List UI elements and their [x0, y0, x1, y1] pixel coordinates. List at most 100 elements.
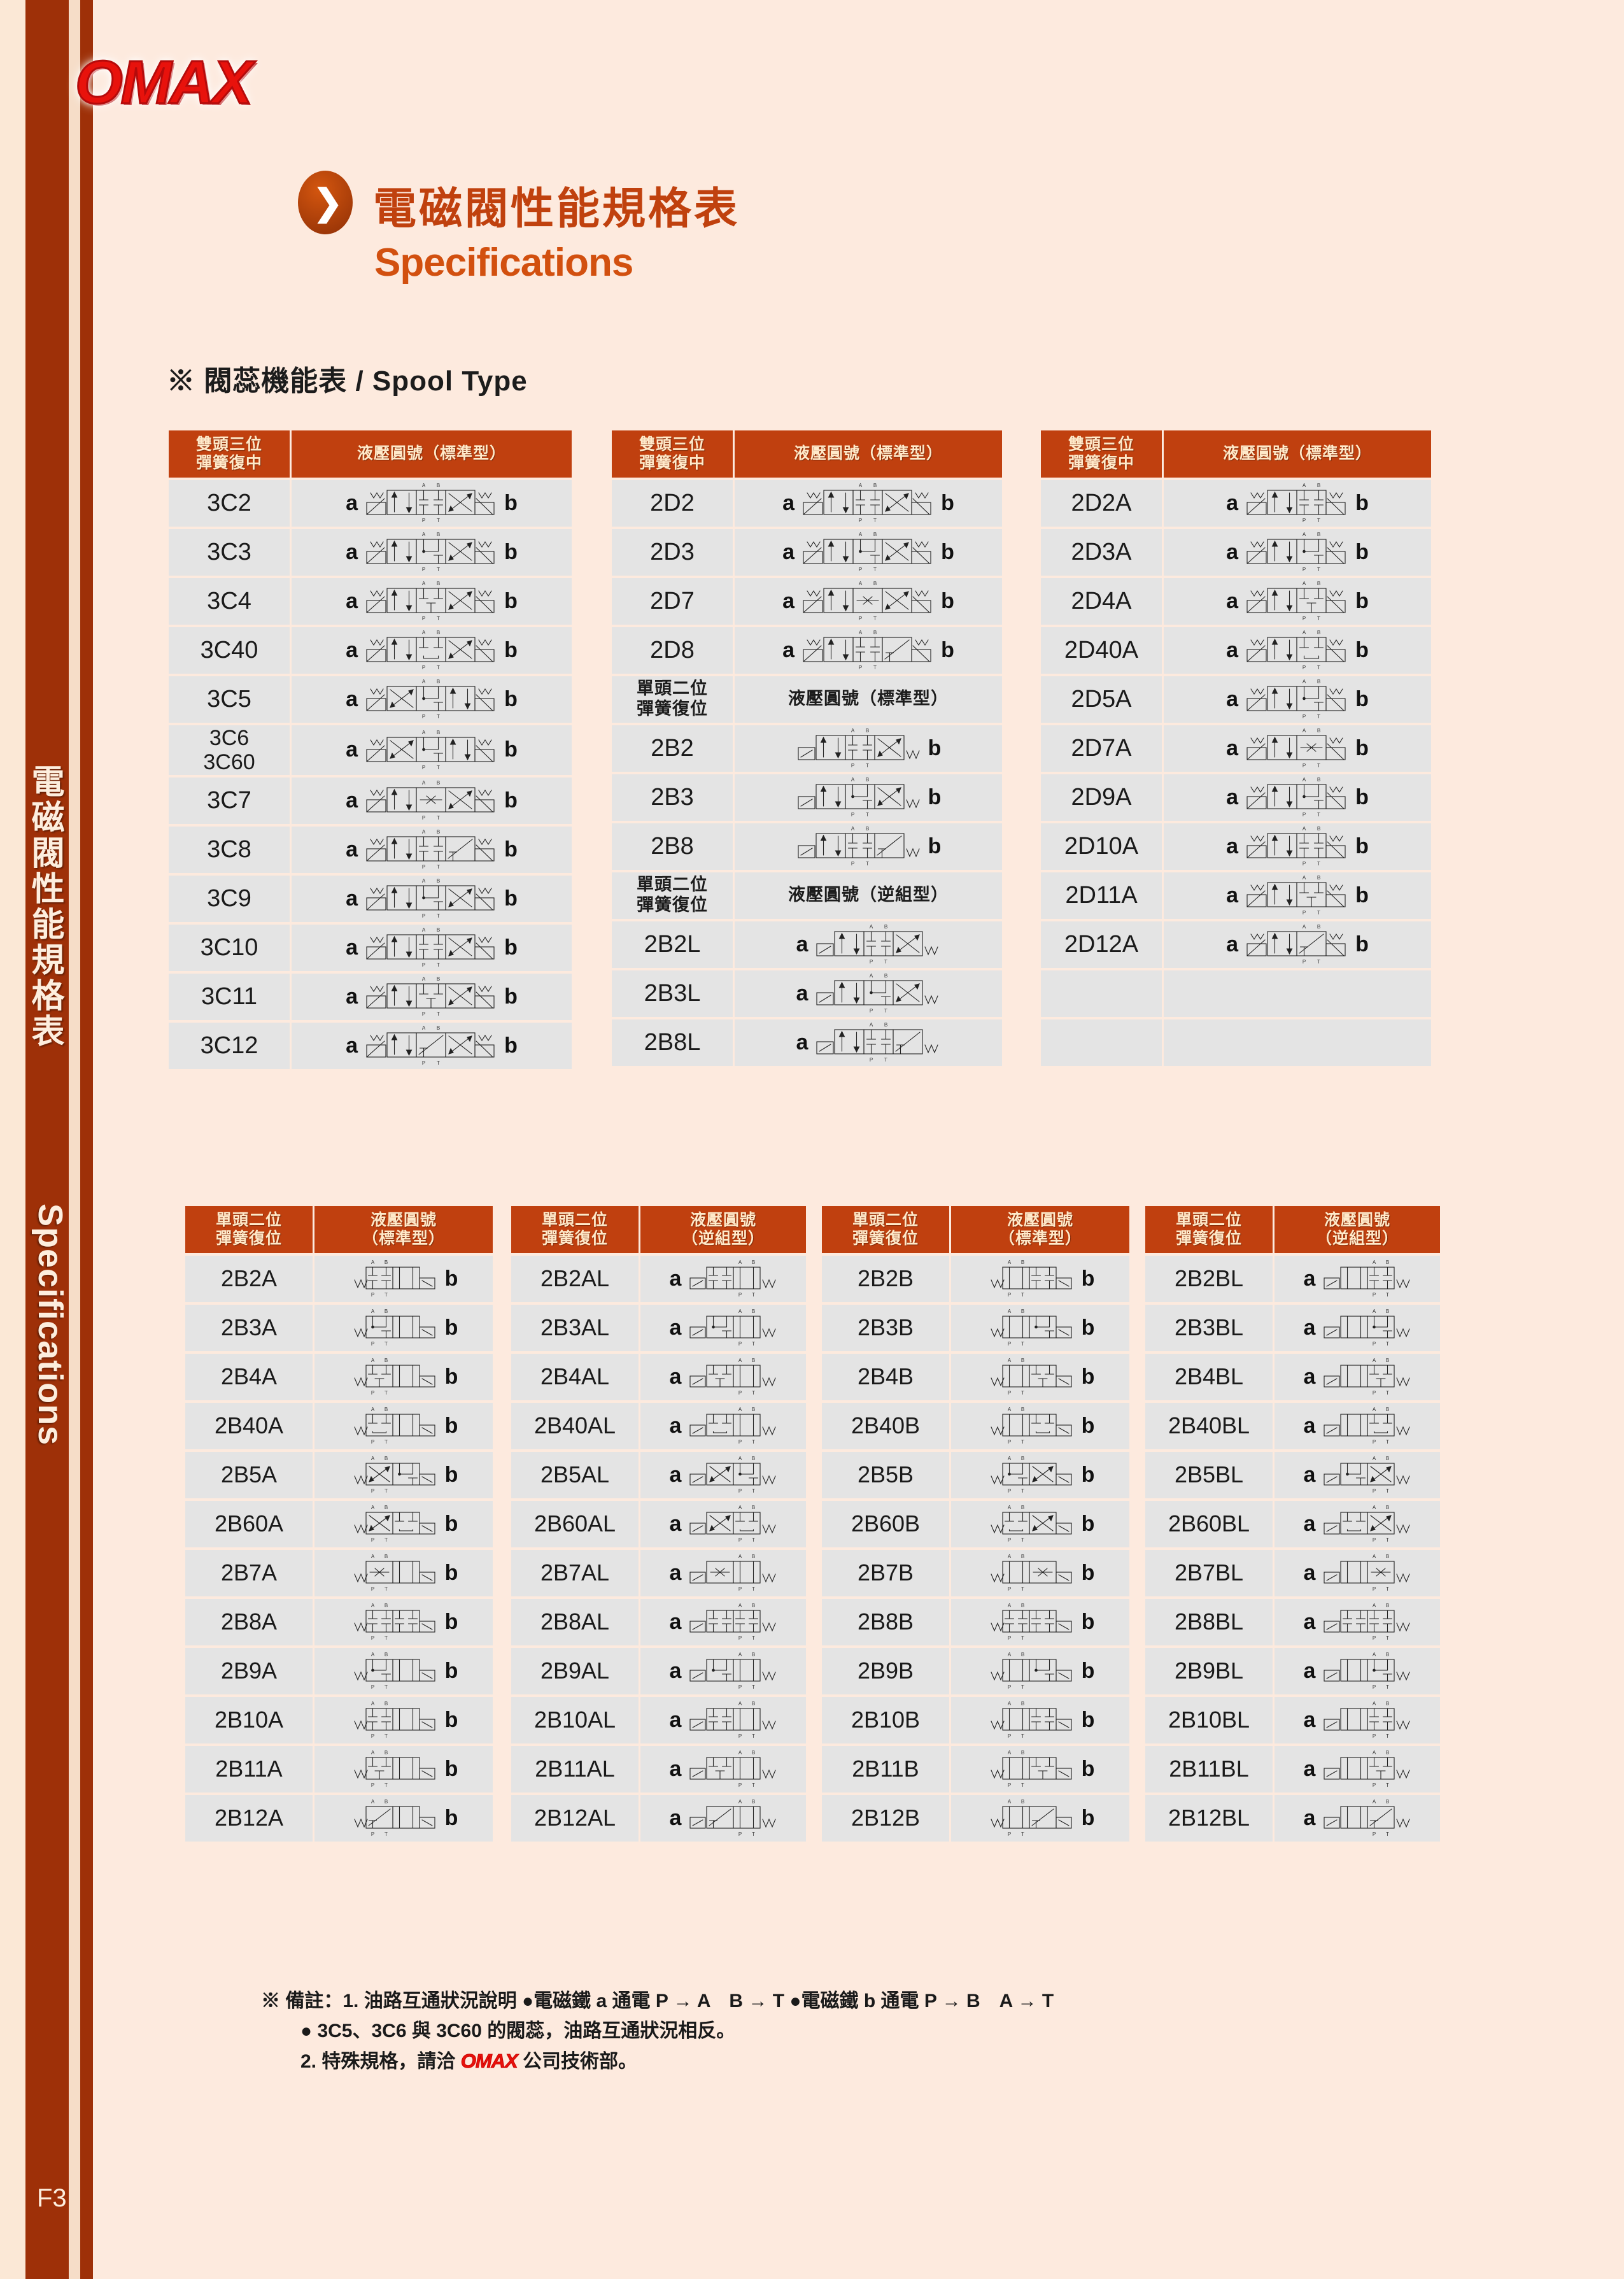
spool-code-cell: 3C6 3C60: [169, 725, 290, 775]
spool-code-cell: 2B10B: [822, 1696, 949, 1743]
svg-text:B: B: [752, 1652, 755, 1658]
solenoid-b-label: b: [504, 788, 518, 813]
svg-text:P: P: [1007, 1635, 1010, 1641]
svg-text:T: T: [752, 1292, 756, 1298]
svg-text:A: A: [1303, 924, 1306, 930]
solenoid-b-label: b: [1081, 1560, 1095, 1585]
hydraulic-symbol-cell: a A B P T: [1274, 1353, 1440, 1400]
svg-text:T: T: [1387, 1635, 1390, 1641]
spool-code-cell: 2B5AL: [511, 1451, 639, 1498]
table-row: 2B60AL a A B P T: [511, 1500, 806, 1547]
spool-code-cell: 2B7A: [185, 1549, 313, 1596]
column-header-symbol: 液壓圓號 （逆組型）: [640, 1206, 806, 1253]
solenoid-b-label: b: [444, 1511, 458, 1536]
svg-text:T: T: [437, 1011, 440, 1017]
solenoid-b-label: b: [1355, 637, 1369, 662]
solenoid-b-label: b: [504, 837, 518, 862]
svg-text:A: A: [1373, 1652, 1376, 1658]
solenoid-b-label: b: [504, 984, 518, 1009]
table-row: 2B9BL a A B P T: [1145, 1647, 1440, 1694]
spool-code-cell: 2B8B: [822, 1598, 949, 1645]
solenoid-a-label: a: [669, 1609, 682, 1634]
svg-text:B: B: [865, 728, 868, 734]
svg-text:A: A: [738, 1652, 742, 1658]
svg-text:B: B: [752, 1701, 755, 1707]
svg-text:P: P: [422, 864, 425, 870]
spool-code-cell: [1041, 970, 1162, 1017]
svg-text:B: B: [752, 1260, 755, 1265]
svg-text:A: A: [422, 581, 426, 586]
svg-text:A: A: [1007, 1603, 1011, 1608]
svg-text:P: P: [1373, 1831, 1376, 1837]
solenoid-a-label: a: [346, 1033, 358, 1058]
svg-text:B: B: [1386, 1554, 1389, 1559]
table-row: 2B9AL a A B P T: [511, 1647, 806, 1694]
svg-text:P: P: [371, 1292, 374, 1298]
svg-text:P: P: [1373, 1635, 1376, 1641]
svg-text:T: T: [1387, 1488, 1390, 1494]
solenoid-b-label: b: [1081, 1413, 1095, 1438]
table-row: 2B8L a A B P T: [612, 1019, 1002, 1066]
spool-code-cell: 2B8: [612, 823, 733, 870]
spool-code-cell: 2B11A: [185, 1745, 313, 1793]
svg-text:T: T: [885, 1057, 888, 1063]
spool-code-cell: 2D4A: [1041, 578, 1162, 625]
hydraulic-symbol-cell: a A B P T: [1274, 1451, 1440, 1498]
solenoid-a-label: a: [669, 1266, 682, 1291]
spool-code-cell: 2D40A: [1041, 627, 1162, 674]
svg-text:A: A: [1007, 1652, 1011, 1658]
svg-text:A: A: [1007, 1407, 1011, 1412]
svg-text:T: T: [752, 1488, 756, 1494]
solenoid-a-label: a: [1303, 1315, 1316, 1340]
svg-text:A: A: [371, 1554, 374, 1559]
svg-text:T: T: [752, 1831, 756, 1837]
solenoid-a-label: a: [1226, 588, 1239, 613]
spool-code-cell: 2B2AL: [511, 1255, 639, 1302]
column-header-symbol: 液壓圓號（標準型）: [1164, 430, 1431, 478]
chevron-glyph: ❯: [313, 182, 343, 222]
spool-code-cell: 2B40B: [822, 1402, 949, 1449]
svg-text:P: P: [859, 518, 862, 523]
table-row: 2B12BL a A B P T: [1145, 1794, 1440, 1842]
svg-text:T: T: [752, 1341, 756, 1347]
svg-text:T: T: [752, 1635, 756, 1641]
table-row: 2B3BL a A B P T: [1145, 1304, 1440, 1351]
solenoid-b-label: b: [941, 490, 954, 515]
spool-code-cell: 2B10A: [185, 1696, 313, 1743]
solenoid-a-label: a: [782, 637, 795, 662]
subheader-symbol: 液壓圓號（標準型）: [735, 676, 1002, 723]
svg-text:A: A: [1007, 1505, 1011, 1510]
svg-text:T: T: [866, 861, 869, 867]
svg-text:A: A: [422, 780, 426, 786]
svg-text:B: B: [1386, 1799, 1389, 1805]
spool-table-2bal: 單頭二位 彈簧復位 液壓圓號 （逆組型） 2B2AL a A B P T 2B3AL a A B P T 2…: [509, 1203, 808, 1844]
hydraulic-symbol-cell: a A B P T: [640, 1696, 806, 1743]
solenoid-a-label: a: [669, 1462, 682, 1487]
svg-text:A: A: [738, 1407, 742, 1412]
note-line-2: ● 3C5、3C6 與 3C60 的閥蕊，油路互通狀況相反。: [300, 2020, 736, 2041]
spool-code-cell: 2D2: [612, 479, 733, 527]
spool-code-cell: 2D12A: [1041, 921, 1162, 968]
svg-text:A: A: [1373, 1456, 1376, 1461]
solenoid-b-label: b: [1355, 883, 1369, 907]
svg-text:B: B: [384, 1603, 387, 1608]
svg-text:B: B: [437, 730, 440, 735]
svg-text:A: A: [870, 1022, 873, 1028]
svg-text:P: P: [422, 1011, 425, 1017]
spool-code-cell: 2B12AL: [511, 1794, 639, 1842]
svg-text:A: A: [371, 1358, 374, 1363]
